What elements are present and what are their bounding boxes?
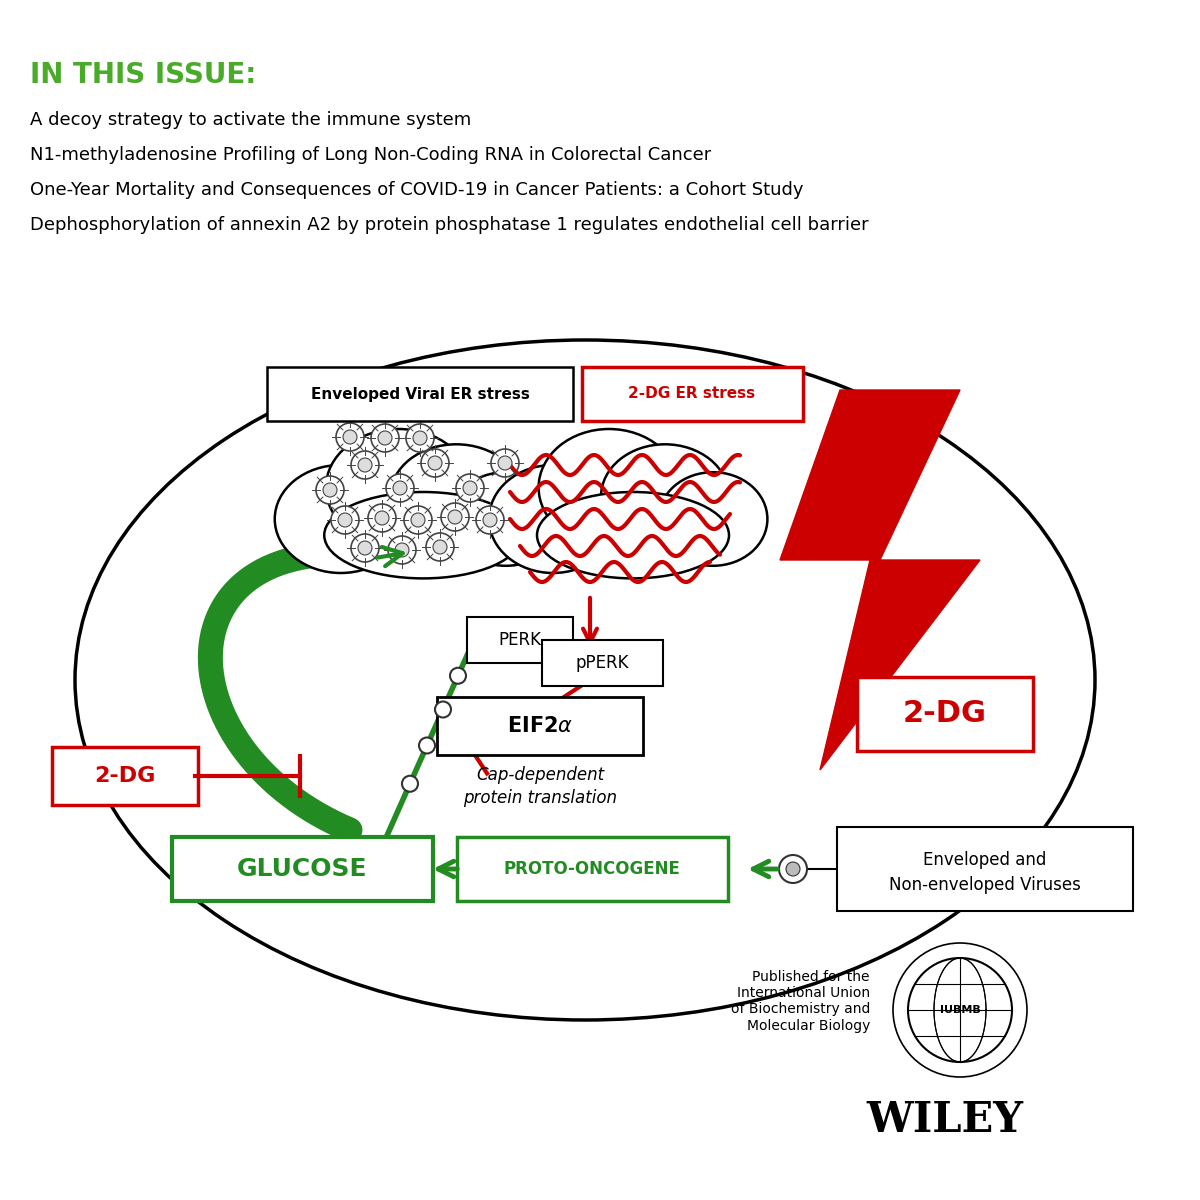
Circle shape — [352, 534, 379, 562]
Circle shape — [406, 424, 434, 452]
Circle shape — [331, 506, 359, 534]
FancyBboxPatch shape — [838, 827, 1133, 911]
Circle shape — [436, 702, 451, 718]
FancyBboxPatch shape — [542, 640, 662, 686]
Text: Enveloped and: Enveloped and — [923, 851, 1046, 869]
Text: 2-DG: 2-DG — [904, 700, 986, 728]
Circle shape — [419, 738, 436, 754]
Circle shape — [395, 542, 409, 557]
Text: 2-DG: 2-DG — [95, 766, 156, 786]
Circle shape — [908, 958, 1012, 1062]
Circle shape — [410, 514, 425, 527]
Circle shape — [450, 667, 466, 684]
Ellipse shape — [539, 428, 679, 546]
FancyBboxPatch shape — [437, 697, 643, 755]
Text: EIF2$\alpha$: EIF2$\alpha$ — [506, 716, 574, 736]
FancyBboxPatch shape — [857, 677, 1033, 751]
Circle shape — [476, 506, 504, 534]
Circle shape — [463, 481, 478, 494]
Text: Non-enveloped Viruses: Non-enveloped Viruses — [889, 876, 1081, 894]
Text: One-Year Mortality and Consequences of COVID-19 in Cancer Patients: a Cohort Stu: One-Year Mortality and Consequences of C… — [30, 181, 804, 199]
Circle shape — [336, 422, 364, 451]
Ellipse shape — [275, 464, 407, 572]
Text: pPERK: pPERK — [575, 654, 629, 672]
Circle shape — [358, 541, 372, 554]
Text: PERK: PERK — [498, 631, 541, 649]
Ellipse shape — [659, 472, 768, 565]
Text: Enveloped Viral ER stress: Enveloped Viral ER stress — [311, 386, 529, 402]
Circle shape — [358, 458, 372, 472]
Circle shape — [323, 482, 337, 497]
Circle shape — [426, 533, 454, 560]
Ellipse shape — [324, 492, 522, 578]
Circle shape — [779, 854, 808, 883]
FancyBboxPatch shape — [266, 367, 574, 421]
Circle shape — [428, 456, 442, 470]
Ellipse shape — [490, 464, 617, 572]
Circle shape — [413, 431, 427, 445]
Circle shape — [388, 536, 416, 564]
Text: IN THIS ISSUE:: IN THIS ISSUE: — [30, 61, 257, 89]
Text: Dephosphorylation of annexin A2 by protein phosphatase 1 regulates endothelial c: Dephosphorylation of annexin A2 by prote… — [30, 216, 869, 234]
Circle shape — [316, 476, 344, 504]
Ellipse shape — [601, 444, 730, 548]
Circle shape — [421, 449, 449, 476]
Text: GLUCOSE: GLUCOSE — [236, 857, 367, 881]
Circle shape — [786, 862, 800, 876]
Text: Published for the
International Union
of Biochemistry and
Molecular Biology: Published for the International Union of… — [731, 970, 870, 1032]
FancyBboxPatch shape — [467, 617, 574, 662]
Circle shape — [442, 503, 469, 530]
Text: 2-DG ER stress: 2-DG ER stress — [629, 386, 756, 402]
Circle shape — [378, 431, 392, 445]
FancyBboxPatch shape — [52, 746, 198, 805]
Text: PROTO-ONCOGENE: PROTO-ONCOGENE — [504, 860, 680, 878]
Circle shape — [491, 449, 520, 476]
Circle shape — [456, 474, 484, 502]
Ellipse shape — [326, 428, 472, 546]
Polygon shape — [780, 390, 980, 770]
Circle shape — [338, 514, 352, 527]
FancyBboxPatch shape — [457, 838, 728, 901]
Ellipse shape — [390, 444, 522, 548]
FancyBboxPatch shape — [172, 838, 433, 901]
Circle shape — [482, 514, 497, 527]
Circle shape — [433, 540, 446, 554]
Text: IUBMB: IUBMB — [940, 1006, 980, 1015]
Text: WILEY: WILEY — [866, 1099, 1024, 1141]
Text: N1-methyladenosine Profiling of Long Non-Coding RNA in Colorectal Cancer: N1-methyladenosine Profiling of Long Non… — [30, 146, 712, 164]
FancyBboxPatch shape — [582, 367, 803, 421]
Text: Cap-dependent: Cap-dependent — [476, 766, 604, 784]
Circle shape — [374, 511, 389, 526]
Circle shape — [448, 510, 462, 524]
Text: protein translation: protein translation — [463, 790, 617, 806]
Text: A decoy strategy to activate the immune system: A decoy strategy to activate the immune … — [30, 110, 472, 128]
Circle shape — [386, 474, 414, 502]
Circle shape — [402, 775, 418, 792]
Circle shape — [498, 456, 512, 470]
Ellipse shape — [450, 472, 562, 565]
Circle shape — [404, 506, 432, 534]
Circle shape — [394, 481, 407, 494]
Ellipse shape — [538, 492, 730, 578]
Circle shape — [352, 451, 379, 479]
Circle shape — [368, 504, 396, 532]
Circle shape — [371, 424, 398, 452]
Circle shape — [343, 430, 358, 444]
